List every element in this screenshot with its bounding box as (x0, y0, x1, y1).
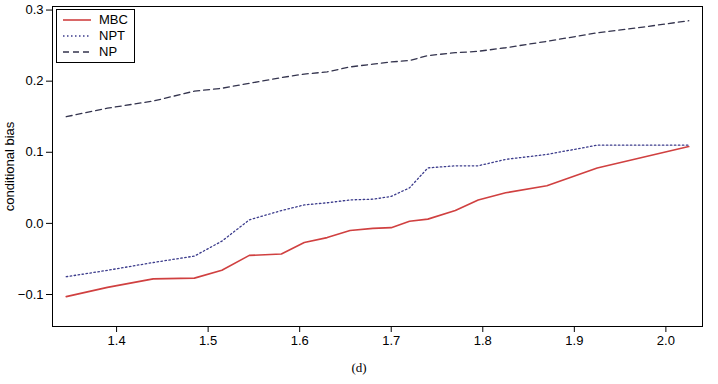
svg-text:0.0: 0.0 (25, 216, 43, 231)
html-text:NPT: NPT (99, 28, 125, 43)
svg-text:1.9: 1.9 (565, 333, 583, 348)
svg-text:1.5: 1.5 (199, 333, 217, 348)
svg-text:1.6: 1.6 (291, 333, 309, 348)
html-text:MBC: MBC (99, 12, 128, 27)
svg-text:0.1: 0.1 (25, 144, 43, 159)
svg-text:0.3: 0.3 (25, 2, 43, 17)
svg-text:2.0: 2.0 (657, 333, 675, 348)
html-text:(d): (d) (351, 360, 367, 375)
svg-text:conditional bias: conditional bias (2, 121, 17, 211)
html-text:NP: NP (99, 44, 118, 59)
svg-text:1.7: 1.7 (382, 333, 400, 348)
svg-text:1.8: 1.8 (474, 333, 492, 348)
svg-text:−0.1: −0.1 (18, 287, 44, 302)
svg-text:1.4: 1.4 (108, 333, 126, 348)
svg-text:0.2: 0.2 (25, 73, 43, 88)
